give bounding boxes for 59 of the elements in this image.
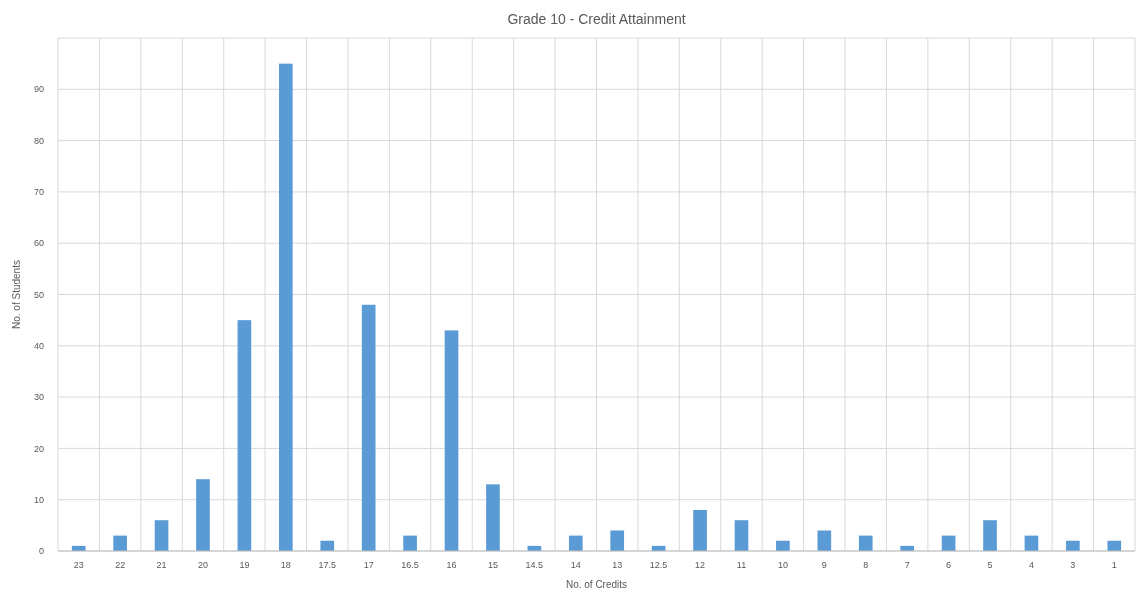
x-tick-label: 14: [570, 560, 581, 570]
y-axis-title: No. of Students: [11, 260, 22, 329]
x-tick-label: 15: [487, 560, 498, 570]
x-tick-label: 21: [156, 560, 167, 570]
x-tick-label: 1: [1111, 560, 1117, 570]
y-tick-label: 10: [33, 494, 44, 505]
x-tick-label: 17: [363, 560, 374, 570]
x-tick-label: 16: [446, 560, 457, 570]
x-tick-label: 14.5: [525, 560, 544, 570]
bar: [320, 540, 335, 551]
bar: [734, 520, 749, 551]
bar: [278, 63, 293, 551]
x-tick-label: 18: [280, 560, 291, 570]
bar: [568, 535, 583, 551]
bar: [983, 520, 997, 551]
x-tick-label: 10: [777, 560, 788, 570]
y-tick-label: 20: [33, 443, 44, 454]
x-tick-label: 17.5: [318, 560, 337, 570]
x-tick-label: 7: [904, 560, 910, 570]
y-tick-label: 50: [33, 289, 44, 300]
x-tick-label: 9: [821, 560, 827, 570]
x-tick-label: 3: [1070, 560, 1076, 570]
bar: [113, 535, 127, 551]
x-tick-label: 20: [197, 560, 208, 570]
y-tick-label: 70: [33, 187, 44, 198]
x-tick-label: 23: [73, 560, 84, 570]
x-tick-label: 13: [612, 560, 623, 570]
x-tick-label: 22: [115, 560, 126, 570]
bar: [403, 535, 417, 551]
bar: [693, 509, 707, 551]
x-tick-label: 11: [736, 560, 747, 570]
bar: [237, 320, 252, 551]
x-tick-label: 12.5: [649, 560, 668, 570]
bar: [444, 330, 459, 551]
x-tick-label: 16.5: [401, 560, 419, 570]
x-tick-label: 6: [946, 560, 952, 570]
x-tick-label: 12: [695, 560, 706, 570]
y-tick-label: 60: [33, 238, 44, 249]
bar: [610, 530, 625, 551]
chart-title: Grade 10 - Credit Attainment: [507, 11, 686, 27]
x-tick-label: 5: [987, 560, 993, 570]
bar: [196, 479, 210, 551]
bar: [776, 540, 790, 551]
y-tick-label: 80: [33, 135, 44, 146]
bar: [858, 535, 873, 551]
x-axis-title: No. of Credits: [565, 579, 628, 590]
bar: [817, 530, 832, 551]
bar: [154, 520, 169, 551]
y-tick-label: 90: [33, 84, 44, 95]
bar: [486, 484, 500, 551]
y-tick-label: 30: [33, 392, 44, 403]
y-tick-label: 0: [38, 546, 44, 557]
bar: [1107, 540, 1122, 551]
bar: [1066, 540, 1080, 551]
bar: [361, 304, 376, 551]
x-tick-label: 8: [863, 560, 869, 570]
x-tick-label: 4: [1028, 560, 1034, 570]
x-tick-label: 19: [239, 560, 250, 570]
y-tick-label: 40: [33, 340, 44, 351]
